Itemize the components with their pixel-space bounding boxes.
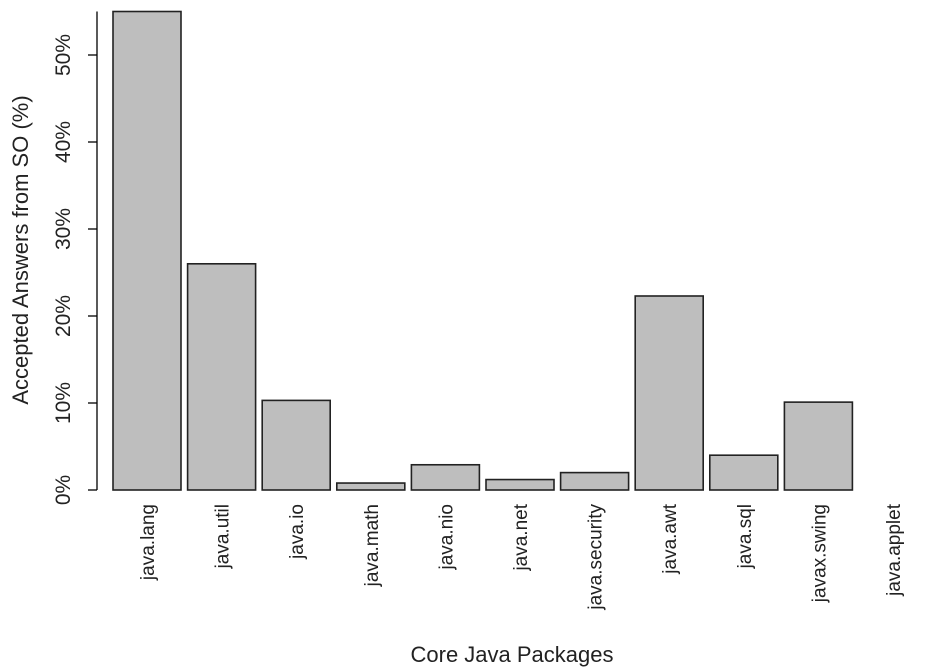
x-axis-title: Core Java Packages bbox=[411, 642, 614, 667]
bar-java-util bbox=[186, 262, 257, 491]
bar-java-net bbox=[485, 478, 555, 491]
y-axis-title: Accepted Answers from SO (%) bbox=[8, 95, 33, 404]
bar-java-sql bbox=[708, 454, 779, 491]
y-tick-label: 40% bbox=[52, 121, 75, 163]
y-tick-label: 10% bbox=[52, 382, 75, 424]
y-tick-label: 0% bbox=[52, 475, 75, 505]
x-tick-label: java.nio bbox=[436, 504, 457, 571]
y-tick-label: 30% bbox=[52, 208, 75, 250]
bar-java-awt bbox=[634, 295, 705, 491]
x-tick-label: java.sql bbox=[735, 504, 756, 569]
x-tick-label: java.net bbox=[511, 503, 532, 571]
x-axis-labels: java.lang java.util java.io java.math java.n… bbox=[138, 503, 905, 610]
x-tick-label: java.applet bbox=[884, 503, 905, 597]
x-tick-label: java.math bbox=[362, 504, 383, 587]
bar-java-math bbox=[335, 482, 406, 491]
bar-java-security bbox=[559, 471, 630, 491]
x-tick-label: java.lang bbox=[138, 504, 159, 581]
bar-java-io bbox=[261, 399, 332, 491]
y-tick-label: 20% bbox=[52, 295, 75, 337]
y-axis: 0% 10% 20% 30% 40% 50% bbox=[52, 11, 98, 505]
x-tick-label: java.util bbox=[213, 504, 234, 569]
bars-group bbox=[112, 10, 854, 491]
x-tick-label: java.awt bbox=[660, 503, 681, 574]
bar-java-lang bbox=[112, 10, 182, 491]
bar-javax-swing bbox=[783, 401, 854, 491]
x-tick-label: java.io bbox=[287, 504, 308, 560]
x-tick-label: javax.swing bbox=[809, 504, 830, 603]
bar-java-nio bbox=[410, 463, 481, 491]
y-tick-label: 50% bbox=[52, 34, 75, 76]
x-tick-label: java.security bbox=[586, 504, 607, 611]
